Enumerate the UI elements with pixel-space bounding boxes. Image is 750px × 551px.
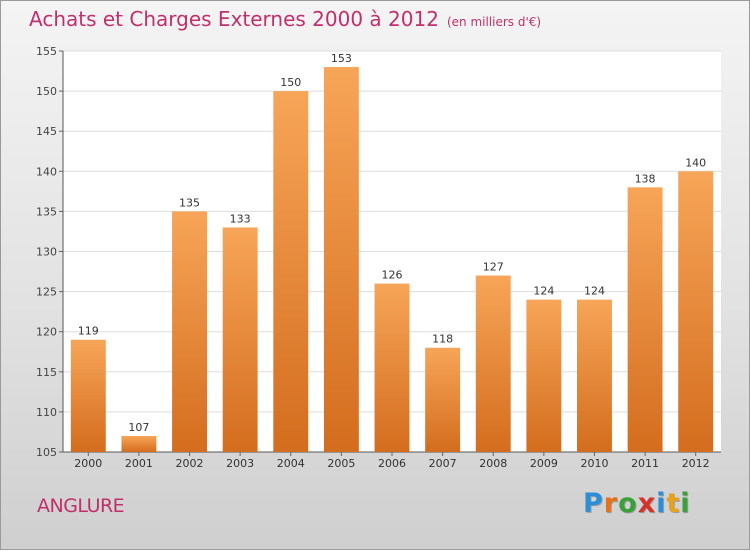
bar [222,227,258,452]
logo-letter: P [583,488,604,519]
bar [576,299,612,452]
data-label: 126 [382,269,403,282]
city-name: ANGLURE [37,495,125,517]
y-tick-label: 135 [36,205,57,218]
chart-title: Achats et Charges Externes 2000 à 2012 (e… [29,7,541,31]
data-label: 124 [584,285,605,298]
title-text: Achats et Charges Externes 2000 à 2012 [29,7,439,31]
x-tick-label: 2001 [125,457,153,470]
chart-subtitle: (en milliers d'€) [446,15,542,29]
data-label: 119 [78,325,99,338]
x-tick-label: 2011 [631,457,659,470]
y-tick-label: 130 [36,246,57,259]
bar [70,339,106,452]
bar [121,435,157,452]
x-tick-label: 2004 [277,457,305,470]
x-tick-label: 2007 [429,457,457,470]
data-label: 138 [635,172,656,185]
y-tick-label: 115 [36,366,57,379]
data-label: 124 [533,285,554,298]
x-tick-label: 2010 [580,457,608,470]
data-label: 133 [230,212,251,225]
logo-letter: t [666,488,681,519]
logo-letter: o [618,488,638,519]
logo-letter: r [603,488,619,519]
data-label: 107 [128,421,149,434]
bar [425,347,461,452]
x-tick-label: 2005 [327,457,355,470]
bar [273,91,309,452]
x-tick-label: 2012 [682,457,710,470]
data-label: 150 [280,76,301,89]
x-tick-label: 2009 [530,457,558,470]
x-tick-label: 2002 [176,457,204,470]
bar [678,171,714,453]
x-tick-label: 2006 [378,457,406,470]
y-tick-label: 140 [36,165,57,178]
y-tick-label: 110 [36,406,57,419]
logo-letter: i [656,488,667,519]
bar [323,67,359,452]
data-label: 127 [483,261,504,274]
logo-letter: i [680,488,691,519]
y-tick-label: 105 [36,446,57,459]
bar [374,283,410,452]
logo-letter: x [637,488,657,519]
data-label: 153 [331,52,352,65]
data-label: 118 [432,333,453,346]
y-tick-label: 125 [36,286,57,299]
bar [172,211,208,452]
y-tick-label: 145 [36,125,57,138]
y-tick-label: 120 [36,326,57,339]
y-tick-label: 155 [36,45,57,58]
data-label: 140 [685,156,706,169]
proxiti-logo: Proxiti [583,488,691,519]
x-tick-label: 2003 [226,457,254,470]
x-tick-label: 2000 [74,457,102,470]
data-label: 135 [179,196,200,209]
bar [475,275,511,452]
bar [526,299,562,452]
y-tick-label: 150 [36,85,57,98]
x-tick-label: 2008 [479,457,507,470]
bar [627,187,663,452]
